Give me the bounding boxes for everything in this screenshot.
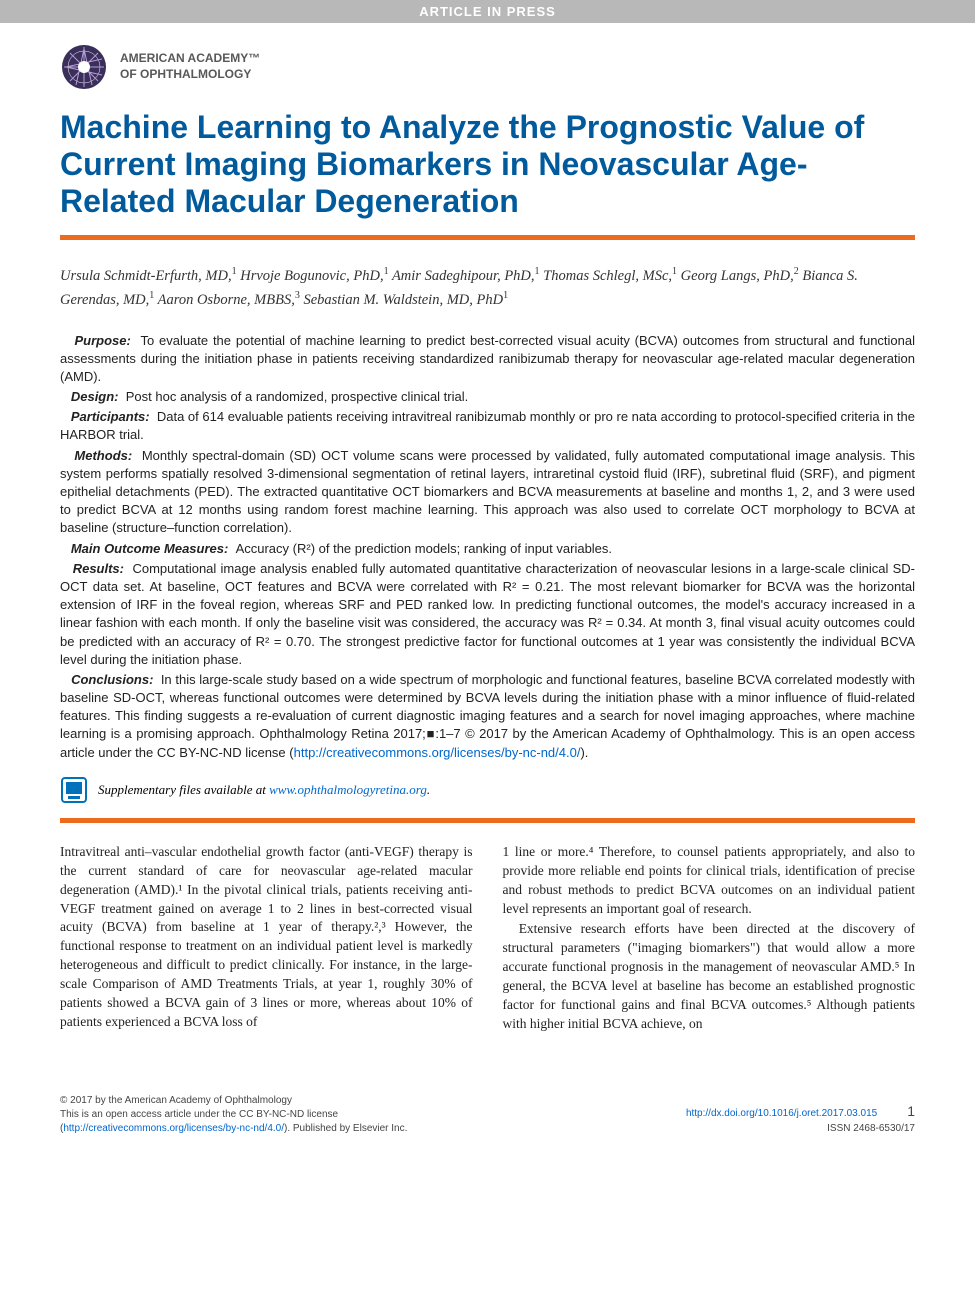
org-line-2: OF OPHTHALMOLOGY: [120, 67, 260, 83]
footer-doi-link[interactable]: http://dx.doi.org/10.1016/j.oret.2017.03…: [686, 1108, 877, 1119]
license-link[interactable]: http://creativecommons.org/licenses/by-n…: [294, 745, 581, 760]
footer-right: http://dx.doi.org/10.1016/j.oret.2017.03…: [686, 1102, 915, 1136]
divider-rule-bottom: [60, 818, 915, 823]
body-col2-p1: 1 line or more.⁴ Therefore, to counsel p…: [503, 843, 916, 919]
body-col-right: 1 line or more.⁴ Therefore, to counsel p…: [503, 843, 916, 1034]
body-col-left: Intravitreal anti–vascular endothelial g…: [60, 843, 473, 1034]
header-row: AMERICAN ACADEMY™ OF OPHTHALMOLOGY: [0, 23, 975, 101]
footer-license-link[interactable]: http://creativecommons.org/licenses/by-n…: [63, 1123, 284, 1134]
abstract-results: Results: Computational image analysis en…: [60, 560, 915, 669]
aao-logo-icon: [60, 43, 108, 91]
abstract-section: Purpose: To evaluate the potential of ma…: [0, 332, 975, 776]
supplementary-link[interactable]: www.ophthalmologyretina.org: [269, 782, 427, 797]
divider-rule-top: [60, 235, 915, 240]
supplementary-icon: [60, 776, 88, 804]
footer-license-url: (http://creativecommons.org/licenses/by-…: [60, 1122, 407, 1136]
abstract-methods: Methods: Monthly spectral-domain (SD) OC…: [60, 447, 915, 538]
body-col2-p2: Extensive research efforts have been dir…: [503, 920, 916, 1033]
article-title: Machine Learning to Analyze the Prognost…: [0, 101, 975, 235]
footer-copyright: © 2017 by the American Academy of Ophtha…: [60, 1094, 407, 1108]
footer-license-text: This is an open access article under the…: [60, 1108, 407, 1122]
body-columns: Intravitreal anti–vascular endothelial g…: [0, 837, 975, 1054]
organization-name: AMERICAN ACADEMY™ OF OPHTHALMOLOGY: [120, 51, 260, 82]
abstract-conclusions: Conclusions: In this large-scale study b…: [60, 671, 915, 762]
abstract-outcome: Main Outcome Measures: Accuracy (R²) of …: [60, 540, 915, 558]
supplementary-row: Supplementary files available at www.oph…: [0, 776, 975, 814]
author-list: Ursula Schmidt-Erfurth, MD,1 Hrvoje Bogu…: [0, 264, 975, 331]
footer-issn: ISSN 2468-6530/17: [686, 1122, 915, 1136]
page-footer: © 2017 by the American Academy of Ophtha…: [0, 1054, 975, 1156]
abstract-design: Design: Post hoc analysis of a randomize…: [60, 388, 915, 406]
supplementary-text: Supplementary files available at www.oph…: [98, 782, 430, 798]
article-in-press-banner: ARTICLE IN PRESS: [0, 0, 975, 23]
abstract-participants: Participants: Data of 614 evaluable pati…: [60, 408, 915, 444]
page-number: 1: [907, 1103, 915, 1119]
footer-left: © 2017 by the American Academy of Ophtha…: [60, 1094, 407, 1136]
abstract-purpose: Purpose: To evaluate the potential of ma…: [60, 332, 915, 387]
org-line-1: AMERICAN ACADEMY™: [120, 51, 260, 67]
